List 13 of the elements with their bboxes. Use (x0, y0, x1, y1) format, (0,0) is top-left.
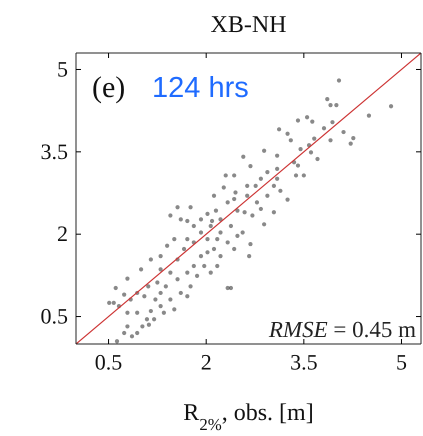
chart-title: XB-NH (210, 12, 286, 38)
annotation: RMSE = 0.45 m (268, 317, 416, 342)
x-tick-label: 0.5 (94, 350, 122, 375)
x-tick-label: 5 (396, 350, 407, 375)
y-tick-label: 3.5 (40, 138, 68, 164)
x-tick-label: 3.5 (290, 350, 318, 375)
y-tick-label: 5 (57, 56, 68, 82)
annotation: (e) (92, 71, 126, 104)
x-axis-title: R$_{2%}$, obs. [m] (183, 400, 314, 434)
y-tick-label: 0.5 (40, 304, 68, 329)
y-tick-label: 2 (57, 221, 68, 246)
x-tick-label: 2 (200, 350, 212, 375)
annotation: 124 hrs (152, 72, 249, 104)
